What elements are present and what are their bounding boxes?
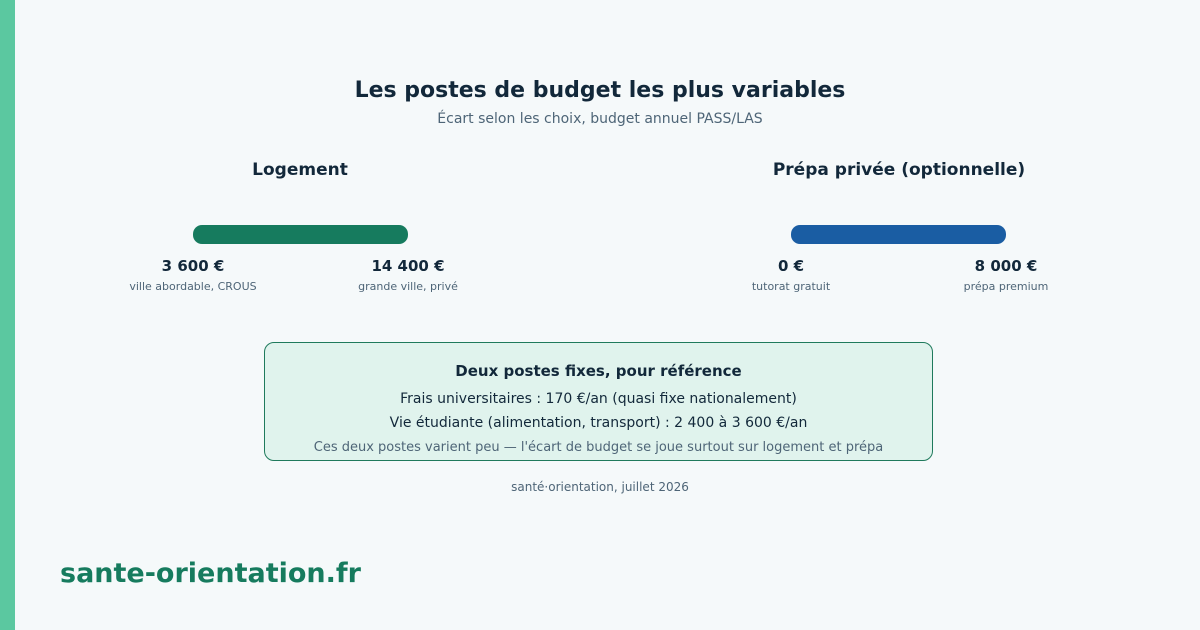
range-bar-prepa [791, 225, 1006, 244]
reference-box: Deux postes fixes, pour référence Frais … [264, 342, 933, 461]
range-min-note-prepa: tutorat gratuit [751, 280, 831, 293]
chart-title: Les postes de budget les plus variables [354, 78, 846, 103]
range-max-value-logement: 14 400 € [371, 257, 445, 275]
reference-line-frais: Frais universitaires : 170 €/an (quasi f… [400, 391, 797, 407]
source-caption: santé·orientation, juillet 2026 [511, 480, 689, 494]
range-min-value-prepa: 0 € [777, 257, 805, 275]
reference-title: Deux postes fixes, pour référence [455, 362, 742, 380]
range-bar-logement [193, 225, 408, 244]
chart-subtitle: Écart selon les choix, budget annuel PAS… [437, 111, 763, 127]
range-title-prepa: Prépa privée (optionnelle) [772, 160, 1026, 180]
range-max-value-prepa: 8 000 € [974, 257, 1038, 275]
range-min-note-logement: ville abordable, CROUS [129, 280, 257, 293]
range-title-logement: Logement [252, 160, 348, 180]
reference-note: Ces deux postes varient peu — l'écart de… [313, 440, 884, 455]
brand-logo-text: sante-orientation.fr [60, 558, 361, 589]
accent-bar [0, 0, 15, 630]
range-max-note-logement: grande ville, privé [358, 280, 458, 293]
range-max-note-prepa: prépa premium [963, 280, 1049, 293]
reference-line-vie-etudiante: Vie étudiante (alimentation, transport) … [389, 415, 808, 431]
range-min-value-logement: 3 600 € [161, 257, 225, 275]
